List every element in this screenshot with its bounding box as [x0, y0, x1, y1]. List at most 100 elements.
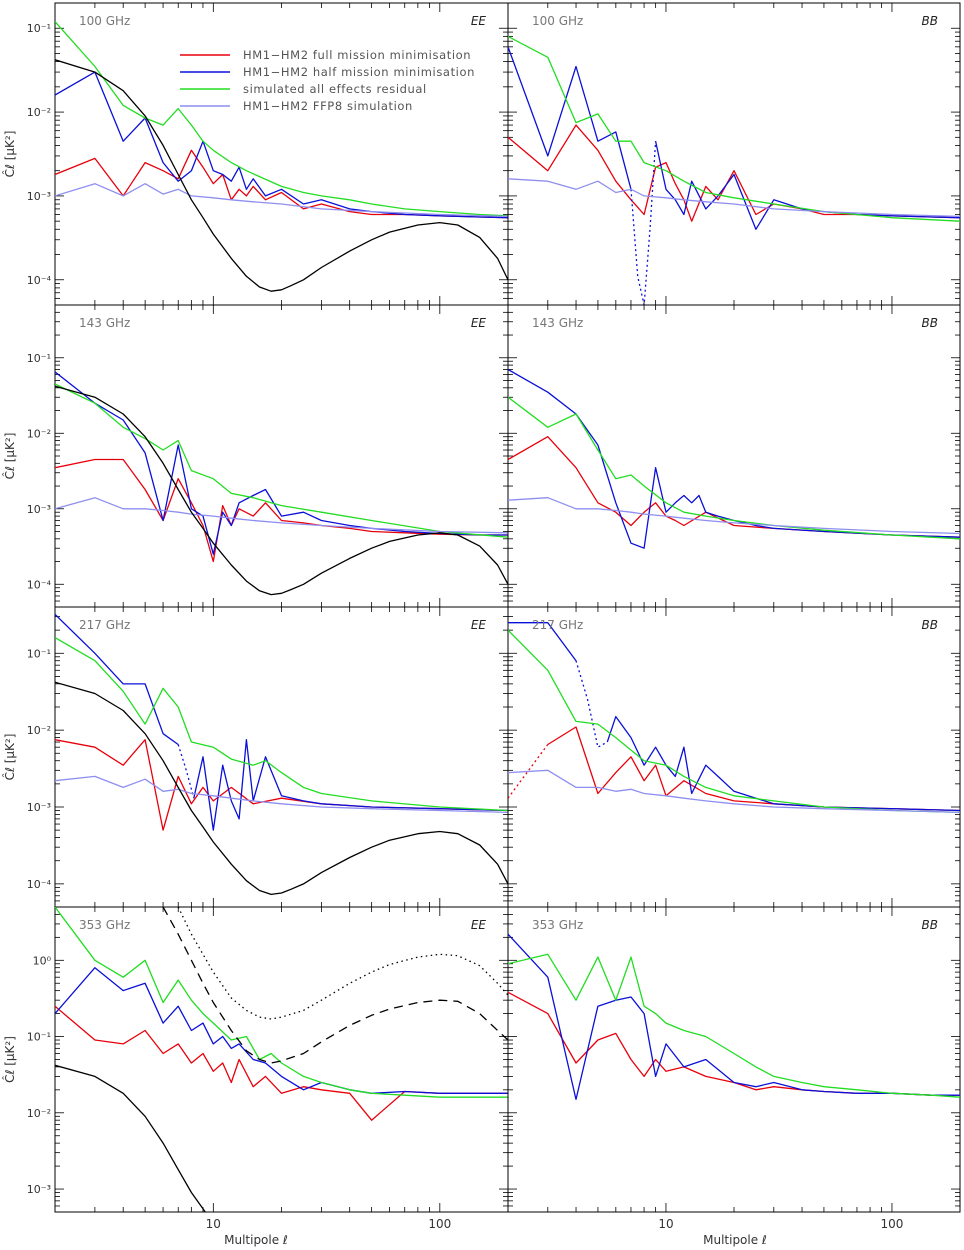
- series-group: [55, 613, 508, 896]
- legend-entry: HM1−HM2 FFP8 simulation: [243, 99, 413, 113]
- panel-2: 100 GHz BB: [507, 2, 961, 306]
- y-tick-label: 10⁻³: [27, 503, 51, 516]
- spectrum-label: EE: [471, 618, 487, 632]
- panel-1: 10⁻¹ 10⁻² 10⁻³ 10⁻⁴ Ĉℓ [μK²] 100 GHz EE HM1−HM2…: [2, 2, 509, 306]
- panel-frame: [54, 906, 509, 1213]
- series-line-ffp8: [55, 497, 508, 534]
- panel-8: 10 100 353 GHz BB: [507, 906, 961, 1231]
- x-ticks: [507, 607, 961, 907]
- y-axis-label: Ĉℓ [μK²]: [2, 1036, 17, 1083]
- series-line-ffp8: [508, 497, 960, 535]
- series-line-full: [508, 436, 960, 538]
- series-line-sim: [508, 396, 960, 540]
- spectrum-label: EE: [471, 316, 487, 330]
- frequency-label: 100 GHz: [79, 14, 130, 28]
- series-line-full: [55, 1005, 508, 1121]
- y-tick-label: 10⁻¹: [27, 352, 51, 365]
- y-tick-label: 10⁻¹: [27, 647, 51, 660]
- y-tick-label: 10⁻³: [27, 190, 51, 203]
- y-tick-label: 10⁻¹: [27, 1031, 51, 1044]
- legend: HM1−HM2 full mission minimisation HM1−HM2…: [180, 48, 475, 113]
- legend-entry: HM1−HM2 full mission minimisation: [243, 48, 471, 62]
- y-ticks: [508, 304, 960, 608]
- y-tick-label: 10⁻³: [27, 1183, 51, 1196]
- frequency-label: 353 GHz: [532, 918, 583, 932]
- y-tick-label: 10⁻²: [27, 1107, 51, 1120]
- x-tick-label: 100: [428, 1217, 451, 1231]
- series-line-sim: [55, 21, 508, 217]
- series-line-model: [55, 681, 508, 896]
- series-line-ffp8: [508, 769, 960, 814]
- series-line-sim: [508, 629, 960, 814]
- y-tick-label: 10⁻¹: [27, 22, 51, 35]
- series-line-ffp8: [55, 183, 508, 218]
- frequency-label: 143 GHz: [79, 316, 130, 330]
- series-group: [55, 21, 508, 292]
- panel-frame: [507, 606, 961, 908]
- series-group: [508, 933, 960, 1101]
- panel-6: 217 GHz BB: [507, 606, 961, 908]
- x-tick-label: 10: [206, 1217, 221, 1231]
- series-line-model: [177, 907, 508, 1020]
- series-line-model: [55, 59, 508, 292]
- series-line-sim: [508, 35, 960, 222]
- series-line-half: [193, 739, 508, 831]
- series-line-ffp8: [55, 775, 508, 814]
- y-tick-label: 10⁻²: [27, 106, 51, 119]
- x-ticks: [54, 607, 509, 907]
- y-tick-label: 10⁻⁴: [27, 578, 52, 591]
- series-line-half: [606, 715, 960, 812]
- series-line-half: [55, 613, 179, 746]
- frequency-label: 217 GHz: [79, 618, 130, 632]
- series-line-half: [575, 660, 608, 748]
- y-tick-label: 10⁻³: [27, 801, 51, 814]
- y-tick-label: 10⁻⁴: [27, 274, 52, 287]
- spectrum-label: BB: [922, 316, 938, 330]
- legend-entry: simulated all effects residual: [243, 82, 427, 96]
- panel-frame: [507, 2, 961, 306]
- panel-frame: [54, 304, 509, 608]
- series-line-full: [508, 744, 549, 799]
- panel-3: 10⁻¹ 10⁻² 10⁻³ 10⁻⁴ Ĉℓ [μK²] 143 GHz EE: [2, 304, 509, 608]
- spectrum-label: EE: [471, 14, 487, 28]
- frequency-label: 143 GHz: [532, 316, 583, 330]
- series-line-half: [177, 744, 195, 799]
- spectrum-label: BB: [922, 918, 938, 932]
- series-line-full: [55, 458, 508, 563]
- panel-5: 10⁻¹ 10⁻² 10⁻³ 10⁻⁴ Ĉℓ [μK²] 217 GHz EE: [2, 606, 509, 908]
- y-tick-label: 10⁻²: [27, 724, 51, 737]
- legend-entry: HM1−HM2 half mission minimisation: [243, 65, 475, 79]
- series-line-full: [508, 991, 960, 1096]
- series-group: [55, 907, 508, 1212]
- y-tick-label: 10⁰: [33, 954, 52, 967]
- series-line-half: [654, 141, 960, 230]
- series-group: [508, 35, 960, 305]
- spectrum-label: EE: [471, 918, 487, 932]
- series-line-half: [508, 46, 632, 190]
- series-line-model: [55, 1064, 206, 1212]
- series-line-full: [55, 149, 508, 219]
- series-line-model: [162, 907, 508, 1064]
- panel-4: 143 GHz BB: [507, 304, 961, 608]
- y-ticks: [55, 606, 508, 908]
- frequency-label: 217 GHz: [532, 618, 583, 632]
- y-ticks: [55, 304, 508, 608]
- y-ticks: [55, 2, 508, 306]
- panel-frame: [54, 606, 509, 908]
- x-tick-label: 10: [658, 1217, 673, 1231]
- series-group: [508, 368, 960, 549]
- x-axis-label-left: Multipole ℓ: [224, 1233, 288, 1247]
- series-line-full: [508, 124, 960, 222]
- series-line-half: [508, 933, 960, 1101]
- panel-7: 10⁰ 10⁻¹ 10⁻² 10⁻³ Ĉℓ [μK²] 10 100 353 GHz EE: [2, 906, 509, 1231]
- series-line-half: [55, 967, 508, 1094]
- y-tick-label: 10⁻²: [27, 427, 51, 440]
- y-ticks: [508, 606, 960, 908]
- series-line-sim: [55, 907, 508, 1098]
- x-ticks: [507, 907, 961, 1212]
- x-ticks: [507, 305, 961, 607]
- series-line-ffp8: [508, 178, 960, 218]
- x-ticks: [507, 3, 961, 305]
- series-group: [55, 371, 508, 596]
